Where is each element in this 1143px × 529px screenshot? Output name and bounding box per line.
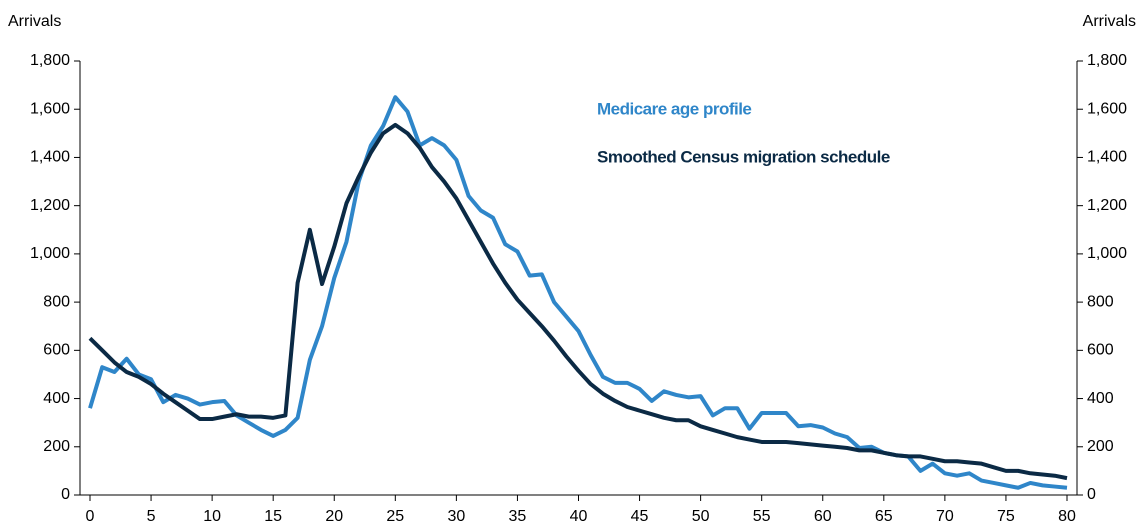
x-tick-label: 35	[509, 508, 527, 525]
series-line	[88, 122, 1068, 481]
y-tick-label: 1,800	[30, 52, 70, 69]
x-tick-label: 0	[86, 508, 95, 525]
y2-tick-label: 1,000	[1087, 245, 1127, 262]
y-tick-label: 800	[43, 293, 70, 310]
y-tick-label: 0	[61, 486, 70, 503]
x-tick-label: 55	[753, 508, 771, 525]
y-tick-label: 200	[43, 438, 70, 455]
x-tick-label: 45	[631, 508, 649, 525]
x-tick-label: 15	[264, 508, 282, 525]
x-tick-label: 65	[875, 508, 893, 525]
y2-tick-label: 1,600	[1087, 100, 1127, 117]
x-tick-label: 50	[692, 508, 710, 525]
y-tick-label: 400	[43, 390, 70, 407]
x-tick-label: 70	[936, 508, 954, 525]
legend-label: Smoothed Census migration schedule	[597, 147, 890, 166]
x-tick-label: 60	[814, 508, 832, 525]
y-axis-label: Arrivals	[8, 13, 61, 30]
y-tick-label: 600	[43, 342, 70, 359]
x-tick-label: 5	[147, 508, 156, 525]
y2-tick-label: 1,200	[1087, 197, 1127, 214]
x-tick-label: 40	[570, 508, 588, 525]
y2-tick-label: 200	[1087, 438, 1114, 455]
x-tick-label: 75	[997, 508, 1015, 525]
y2-tick-label: 400	[1087, 390, 1114, 407]
y2-axis-label: Arrivals	[1083, 13, 1136, 30]
x-tick-label: 20	[325, 508, 343, 525]
x-tick-label: 30	[447, 508, 465, 525]
series-line	[88, 95, 1068, 490]
x-tick-label: 80	[1058, 508, 1076, 525]
y-tick-label: 1,200	[30, 197, 70, 214]
y2-tick-label: 0	[1087, 486, 1096, 503]
y2-tick-label: 800	[1087, 293, 1114, 310]
y2-tick-label: 600	[1087, 342, 1114, 359]
legend-label: Medicare age profile	[597, 99, 751, 118]
y2-tick-label: 1,400	[1087, 149, 1127, 166]
y2-tick-label: 1,800	[1087, 52, 1127, 69]
x-tick-label: 25	[386, 508, 404, 525]
y-tick-label: 1,000	[30, 245, 70, 262]
y-tick-label: 1,400	[30, 149, 70, 166]
y-tick-label: 1,600	[30, 100, 70, 117]
x-tick-label: 10	[203, 508, 221, 525]
